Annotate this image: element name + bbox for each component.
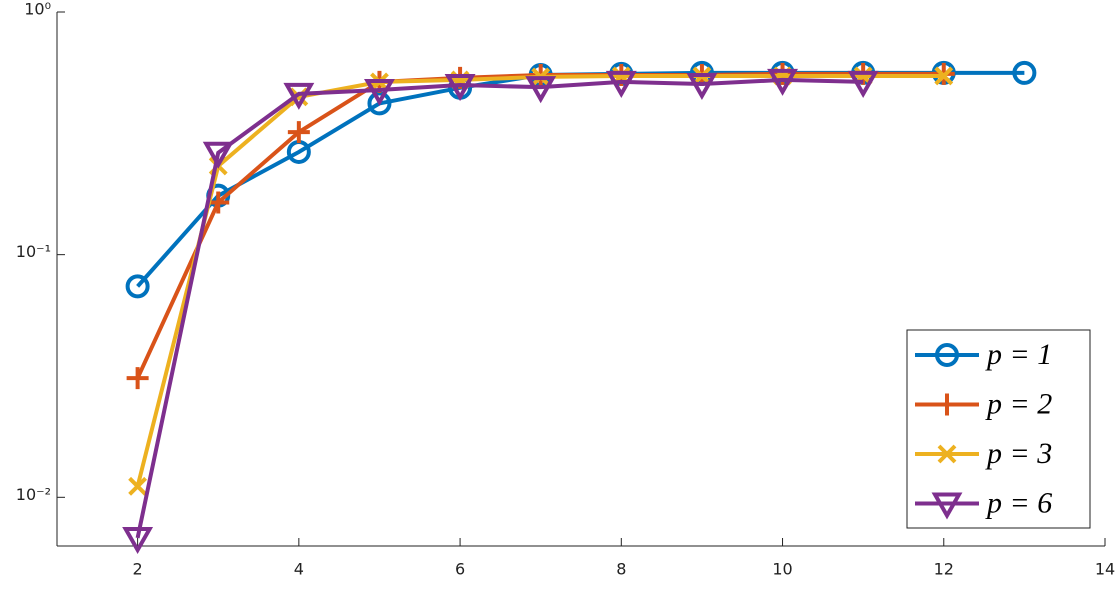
x-tick-label: 6 (455, 560, 465, 579)
x-tick-label: 10 (772, 560, 792, 579)
marker (931, 492, 963, 520)
marker (935, 343, 959, 367)
legend-label: p = 2 (985, 387, 1052, 420)
marker (289, 87, 309, 107)
y-tick-label: 10⁻² (16, 485, 51, 504)
x-tick-label: 12 (934, 560, 954, 579)
marker (126, 367, 149, 390)
marker (122, 526, 154, 554)
x-tick-label: 4 (294, 560, 304, 579)
marker (283, 82, 315, 110)
marker (937, 444, 957, 464)
y-tick-label: 10⁰ (24, 0, 51, 19)
marker (934, 66, 954, 86)
marker (525, 76, 557, 104)
x-tick-label: 2 (133, 560, 143, 579)
series-line (135, 71, 944, 379)
marker (686, 72, 718, 101)
marker (605, 70, 637, 98)
marker (364, 79, 395, 107)
marker (444, 74, 476, 102)
x-tick-label: 8 (616, 560, 626, 579)
legend-label: p = 1 (985, 338, 1052, 371)
y-tick-label: 10⁻¹ (16, 242, 51, 261)
marker (287, 121, 310, 144)
series-line (135, 77, 864, 539)
marker (767, 68, 798, 96)
marker (125, 274, 150, 299)
marker (936, 393, 958, 416)
marker (847, 70, 879, 98)
series-line (135, 73, 944, 487)
x-tick-label: 14 (1095, 560, 1115, 579)
marker (1012, 60, 1037, 85)
series-line (136, 70, 1025, 288)
marker (128, 476, 148, 496)
legend-label: p = 3 (985, 437, 1052, 470)
marker (367, 91, 392, 116)
legend-label: p = 6 (985, 486, 1052, 519)
marker (202, 141, 234, 169)
